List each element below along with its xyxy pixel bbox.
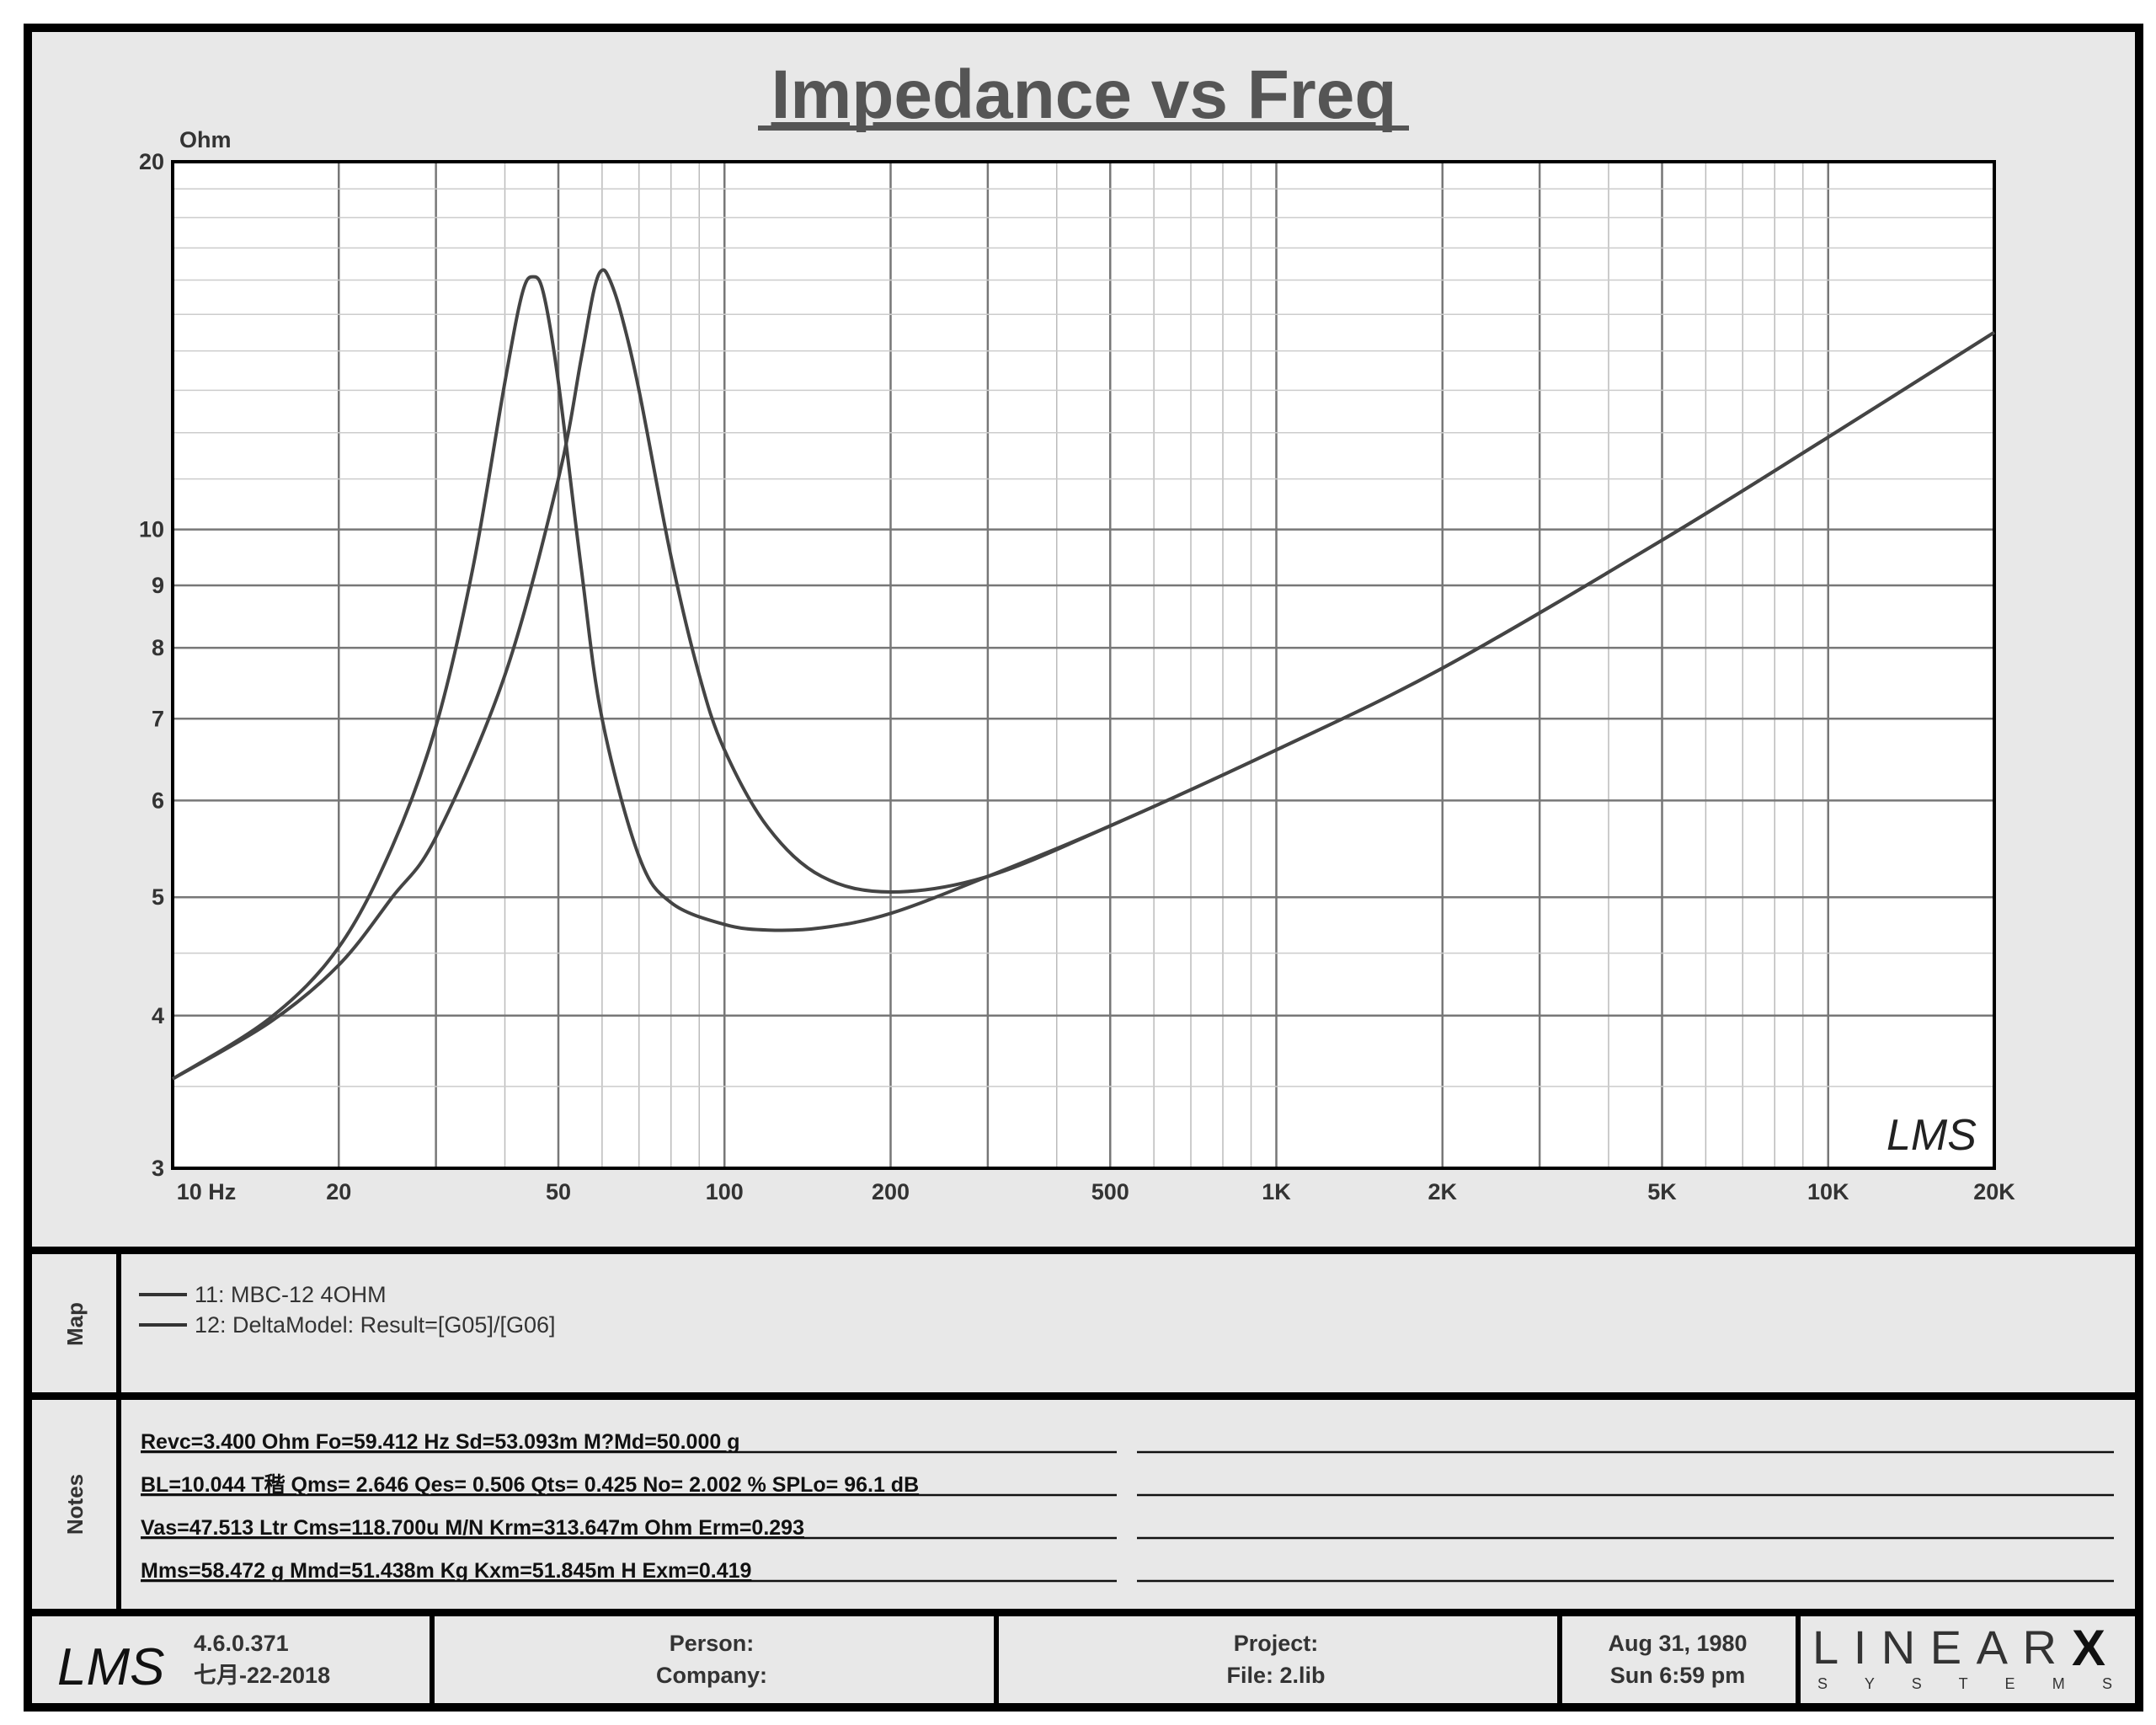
map-label: Map: [62, 1302, 88, 1346]
file-field: File: 2.lib: [1226, 1663, 1325, 1688]
footer-lms-logo: LMS: [57, 1638, 164, 1696]
x-tick-label: 500: [1091, 1179, 1129, 1204]
plot-area: 3 4 5 6 7 8 9 10 20 10 Hz 20 50 100 200 500 1K 2K 5K 10K 20…: [139, 149, 2015, 1204]
divider: [28, 1392, 2139, 1400]
y-tick-label: 10: [139, 517, 164, 542]
x-tick-label: 50: [546, 1179, 571, 1204]
y-tick-label: 7: [152, 706, 164, 731]
notes-line: Vas=47.513 Ltr Cms=118.700u M/N Krm=313.…: [141, 1516, 804, 1540]
chart-title: Impedance vs Freq: [771, 56, 1397, 133]
y-tick-label: 9: [152, 573, 164, 598]
y-tick-label: 8: [152, 635, 164, 660]
notes-line: BL=10.044 T稭 Qms= 2.646 Qes= 0.506 Qts= …: [141, 1473, 919, 1497]
version: 4.6.0.371: [194, 1631, 289, 1656]
x-tick-label: 200: [872, 1179, 910, 1204]
company-field: Company:: [656, 1663, 767, 1688]
x-tick-label: 1K: [1262, 1179, 1291, 1204]
legend-entry-11: 11: MBC-12 4OHM: [195, 1282, 387, 1307]
x-tick-label: 20K: [1973, 1179, 2015, 1204]
note-rules: [141, 1450, 2114, 1583]
y-axis-unit: Ohm: [179, 127, 232, 152]
divider: [116, 1254, 121, 1392]
legend-entry-12: 12: DeltaModel: Result=[G05]/[G06]: [195, 1312, 555, 1338]
footer-dividers: [430, 1616, 1801, 1703]
notes-lines: Revc=3.400 Ohm Fo=59.412 Hz Sd=53.093m M…: [141, 1430, 919, 1583]
divider: [28, 1247, 2139, 1254]
y-tick-label: 20: [139, 149, 164, 174]
time-field: Sun 6:59 pm: [1610, 1663, 1746, 1688]
notes-label: Notes: [62, 1474, 88, 1535]
x-tick-label: 5K: [1647, 1179, 1677, 1204]
y-tick-label: 6: [152, 788, 164, 813]
divider: [28, 1609, 2139, 1616]
y-tick-label: 3: [152, 1156, 164, 1181]
x-tick-label: 2K: [1428, 1179, 1457, 1204]
x-tick-label: 100: [706, 1179, 744, 1204]
series-line-12: [171, 268, 1996, 1081]
y-tick-label: 4: [152, 1003, 164, 1028]
lms-watermark: LMS: [1886, 1111, 1977, 1160]
project-field: Project:: [1234, 1631, 1319, 1656]
date-field: Aug 31, 1980: [1608, 1631, 1747, 1656]
notes-line: Revc=3.400 Ohm Fo=59.412 Hz Sd=53.093m M…: [141, 1430, 739, 1454]
x-tick-label: 10K: [1807, 1179, 1849, 1204]
x-tick-label: 10 Hz: [177, 1179, 237, 1204]
y-tick-label: 5: [152, 884, 164, 910]
plot-border: [171, 160, 1996, 1170]
brand-text: LINEAR: [1812, 1621, 2065, 1674]
divider: [116, 1400, 121, 1609]
notes-line: Mms=58.472 g Mmd=51.438m Kg Kxm=51.845m …: [141, 1559, 751, 1583]
build-date: 七月-22-2018: [194, 1663, 330, 1688]
plot-background: [173, 162, 1994, 1168]
brand-x: X: [2072, 1620, 2105, 1676]
x-tick-label: 20: [326, 1179, 351, 1204]
person-field: Person:: [670, 1631, 755, 1656]
